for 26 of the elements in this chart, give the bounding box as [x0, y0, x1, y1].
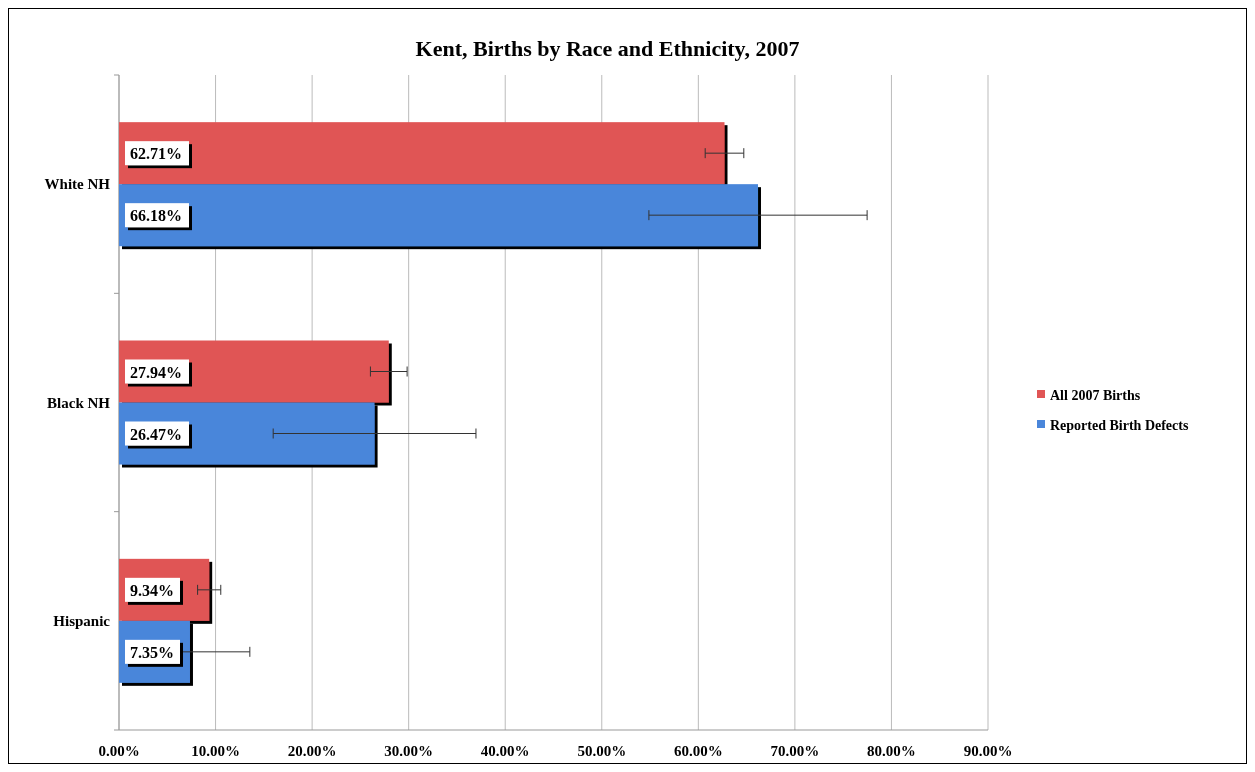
x-tick-label: 60.00%: [673, 743, 723, 759]
x-tick-label: 50.00%: [577, 743, 627, 759]
y-tick-label: Hispanic: [53, 612, 111, 629]
bar: [119, 122, 725, 185]
x-tick-label: 80.00%: [867, 743, 916, 759]
data-label: 9.34%: [130, 581, 174, 599]
x-tick-label: 40.00%: [480, 743, 530, 759]
data-label: 62.71%: [130, 145, 182, 163]
x-tick-label: 0.00%: [98, 743, 140, 759]
x-tick-label: 90.00%: [963, 743, 1013, 759]
data-label: 7.35%: [130, 643, 174, 661]
y-tick-label: Black NH: [47, 394, 111, 411]
chart-title: Kent, Births by Race and Ethnicity, 2007: [415, 36, 800, 61]
data-label: 27.94%: [130, 363, 182, 381]
legend-label: Reported Birth Defects: [1050, 418, 1189, 433]
y-tick-label: White NH: [44, 176, 111, 193]
x-tick-label: 10.00%: [191, 743, 240, 759]
bar: [119, 402, 375, 465]
data-label: 26.47%: [130, 425, 182, 443]
bar: [119, 184, 759, 247]
x-tick-label: 20.00%: [287, 743, 337, 759]
x-tick-label: 70.00%: [770, 743, 820, 759]
x-tick-label: 30.00%: [384, 743, 434, 759]
legend-label: All 2007 Births: [1050, 388, 1141, 403]
data-label: 66.18%: [130, 207, 182, 225]
bar: [119, 340, 389, 403]
